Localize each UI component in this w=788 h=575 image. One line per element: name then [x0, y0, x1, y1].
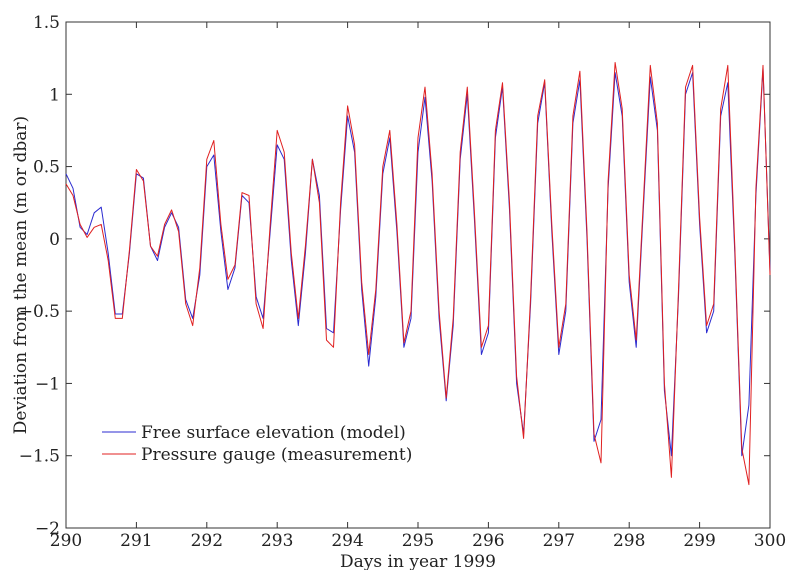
x-tick-label: 291: [120, 531, 152, 551]
y-tick-label: 1: [49, 85, 60, 105]
x-tick-label: 299: [683, 531, 715, 551]
y-tick-label: −1: [35, 374, 60, 394]
x-tick-label: 296: [472, 531, 504, 551]
x-tick-label: 290: [50, 531, 82, 551]
y-tick-label: 0: [49, 230, 60, 250]
legend-label-measurement: Pressure gauge (measurement): [141, 445, 412, 465]
y-tick-label: −2: [35, 519, 60, 539]
legend-label-model: Free surface elevation (model): [141, 423, 406, 443]
x-tick-label: 297: [543, 531, 575, 551]
y-tick-label: 1.5: [33, 13, 60, 33]
x-axis-title: Days in year 1999: [340, 552, 496, 570]
y-tick-label: −1.5: [19, 447, 60, 467]
y-axis-title: Deviation from the mean (m or dbar): [11, 116, 31, 434]
x-axis: 290 291 292 293 294 295 296 297 298 299 300: [50, 22, 786, 551]
x-tick-label: 294: [331, 531, 363, 551]
series-layer: [65, 62, 771, 486]
x-tick-label: 292: [191, 531, 223, 551]
x-tick-label: 298: [613, 531, 645, 551]
y-axis: −2 −1.5 −1 −0.5 0 0.5 1 1.5: [19, 13, 770, 539]
series-line-measurement: [65, 62, 771, 486]
x-tick-label: 295: [402, 531, 434, 551]
x-tick-label: 300: [754, 531, 786, 551]
legend: Free surface elevation (model) Pressure …: [102, 423, 412, 465]
y-tick-label: 0.5: [33, 158, 60, 178]
series-line-model: [65, 67, 771, 457]
x-tick-label: 293: [261, 531, 293, 551]
y-tick-label: −0.5: [19, 302, 60, 322]
